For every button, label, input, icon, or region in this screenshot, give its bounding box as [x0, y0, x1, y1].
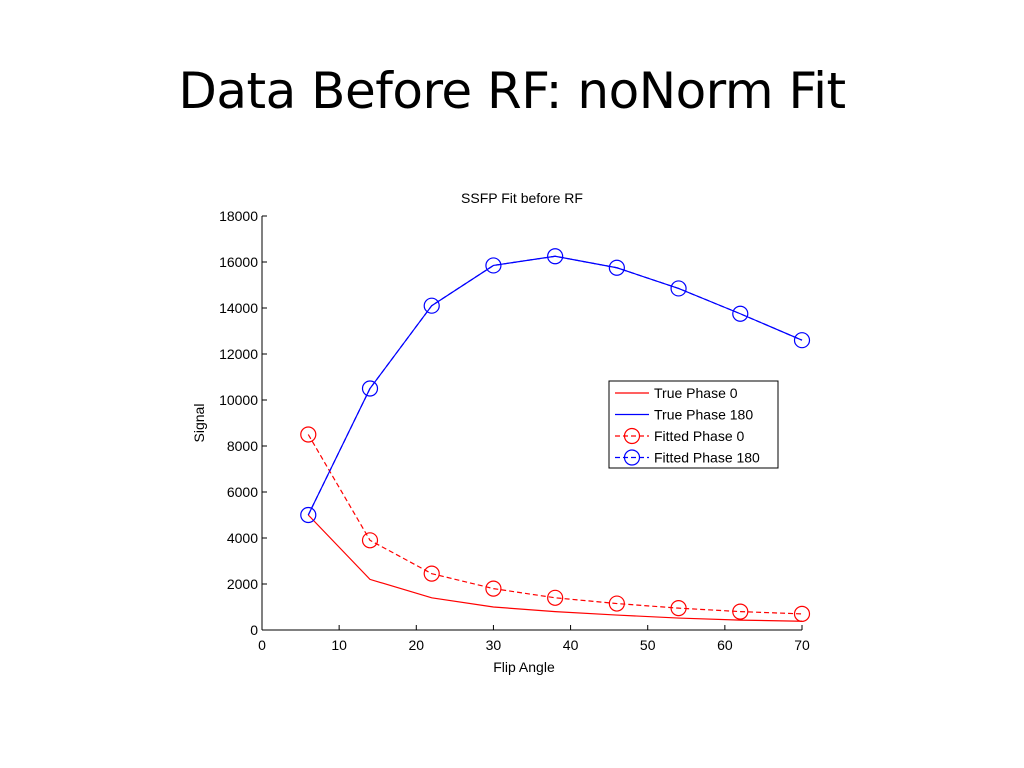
series-3-point	[732, 305, 749, 322]
legend-box	[608, 380, 779, 469]
legend-marker-2	[623, 427, 641, 445]
series-2-point	[300, 426, 317, 443]
series-2-point	[361, 532, 379, 549]
y-tick-label: 16000	[219, 254, 258, 270]
series-2-point	[732, 603, 749, 620]
series-3-point	[423, 297, 440, 314]
legend-label-2: Fitted Phase 0	[654, 428, 744, 444]
series-2-point	[670, 600, 687, 617]
y-tick-label: 6000	[227, 484, 258, 500]
x-tick-label: 40	[563, 637, 579, 653]
series-3-point	[670, 280, 687, 297]
series-3-point	[608, 259, 625, 276]
y-axis-label: Signal	[191, 404, 207, 443]
legend-marker-3	[623, 449, 641, 466]
y-tick-label: 12000	[219, 346, 258, 362]
series-2-point	[547, 589, 564, 606]
y-tick-label: 10000	[219, 392, 258, 408]
y-tick-label: 8000	[227, 438, 258, 454]
x-tick-label: 50	[640, 637, 656, 653]
axes: 0 10 20 30 40 50 60 70 0 2000 4000 6000 8000 10000 120…	[219, 208, 810, 653]
series-3-point	[300, 506, 317, 524]
chart-title: SSFP Fit before RF	[461, 190, 583, 206]
series-line-0	[307, 514, 803, 622]
legend-label-3: Fitted Phase 180	[654, 450, 760, 466]
y-tick-label: 18000	[219, 208, 258, 224]
y-tick-label: 0	[250, 622, 258, 638]
series-2-point	[485, 580, 502, 597]
y-tick-label: 2000	[227, 576, 258, 592]
series-line-3	[307, 255, 803, 516]
legend: True Phase 0 True Phase 180 Fitted Phase 0…	[608, 380, 779, 469]
x-tick-label: 20	[408, 637, 424, 653]
y-tick-label: 14000	[219, 300, 258, 316]
x-tick-label: 70	[794, 637, 810, 653]
series-3-point	[361, 380, 379, 397]
series-2-point	[423, 565, 440, 582]
x-tick-label: 30	[486, 637, 502, 653]
slide-title: Data Before RF: noNorm Fit	[178, 62, 846, 120]
series-3-point	[485, 257, 502, 274]
x-tick-label: 10	[331, 637, 347, 653]
legend-label-1: True Phase 180	[654, 407, 753, 423]
x-tick-label: 60	[717, 637, 733, 653]
x-tick-label: 0	[258, 637, 266, 653]
series-2-point	[608, 595, 625, 612]
series-2-point	[793, 605, 811, 623]
series-line-2	[307, 434, 803, 615]
series-layer	[300, 248, 811, 623]
series-3-point	[547, 248, 564, 265]
x-axis-label: Flip Angle	[493, 659, 555, 675]
legend-label-0: True Phase 0	[654, 385, 738, 401]
y-tick-label: 4000	[227, 530, 258, 546]
series-3-point	[793, 332, 811, 349]
